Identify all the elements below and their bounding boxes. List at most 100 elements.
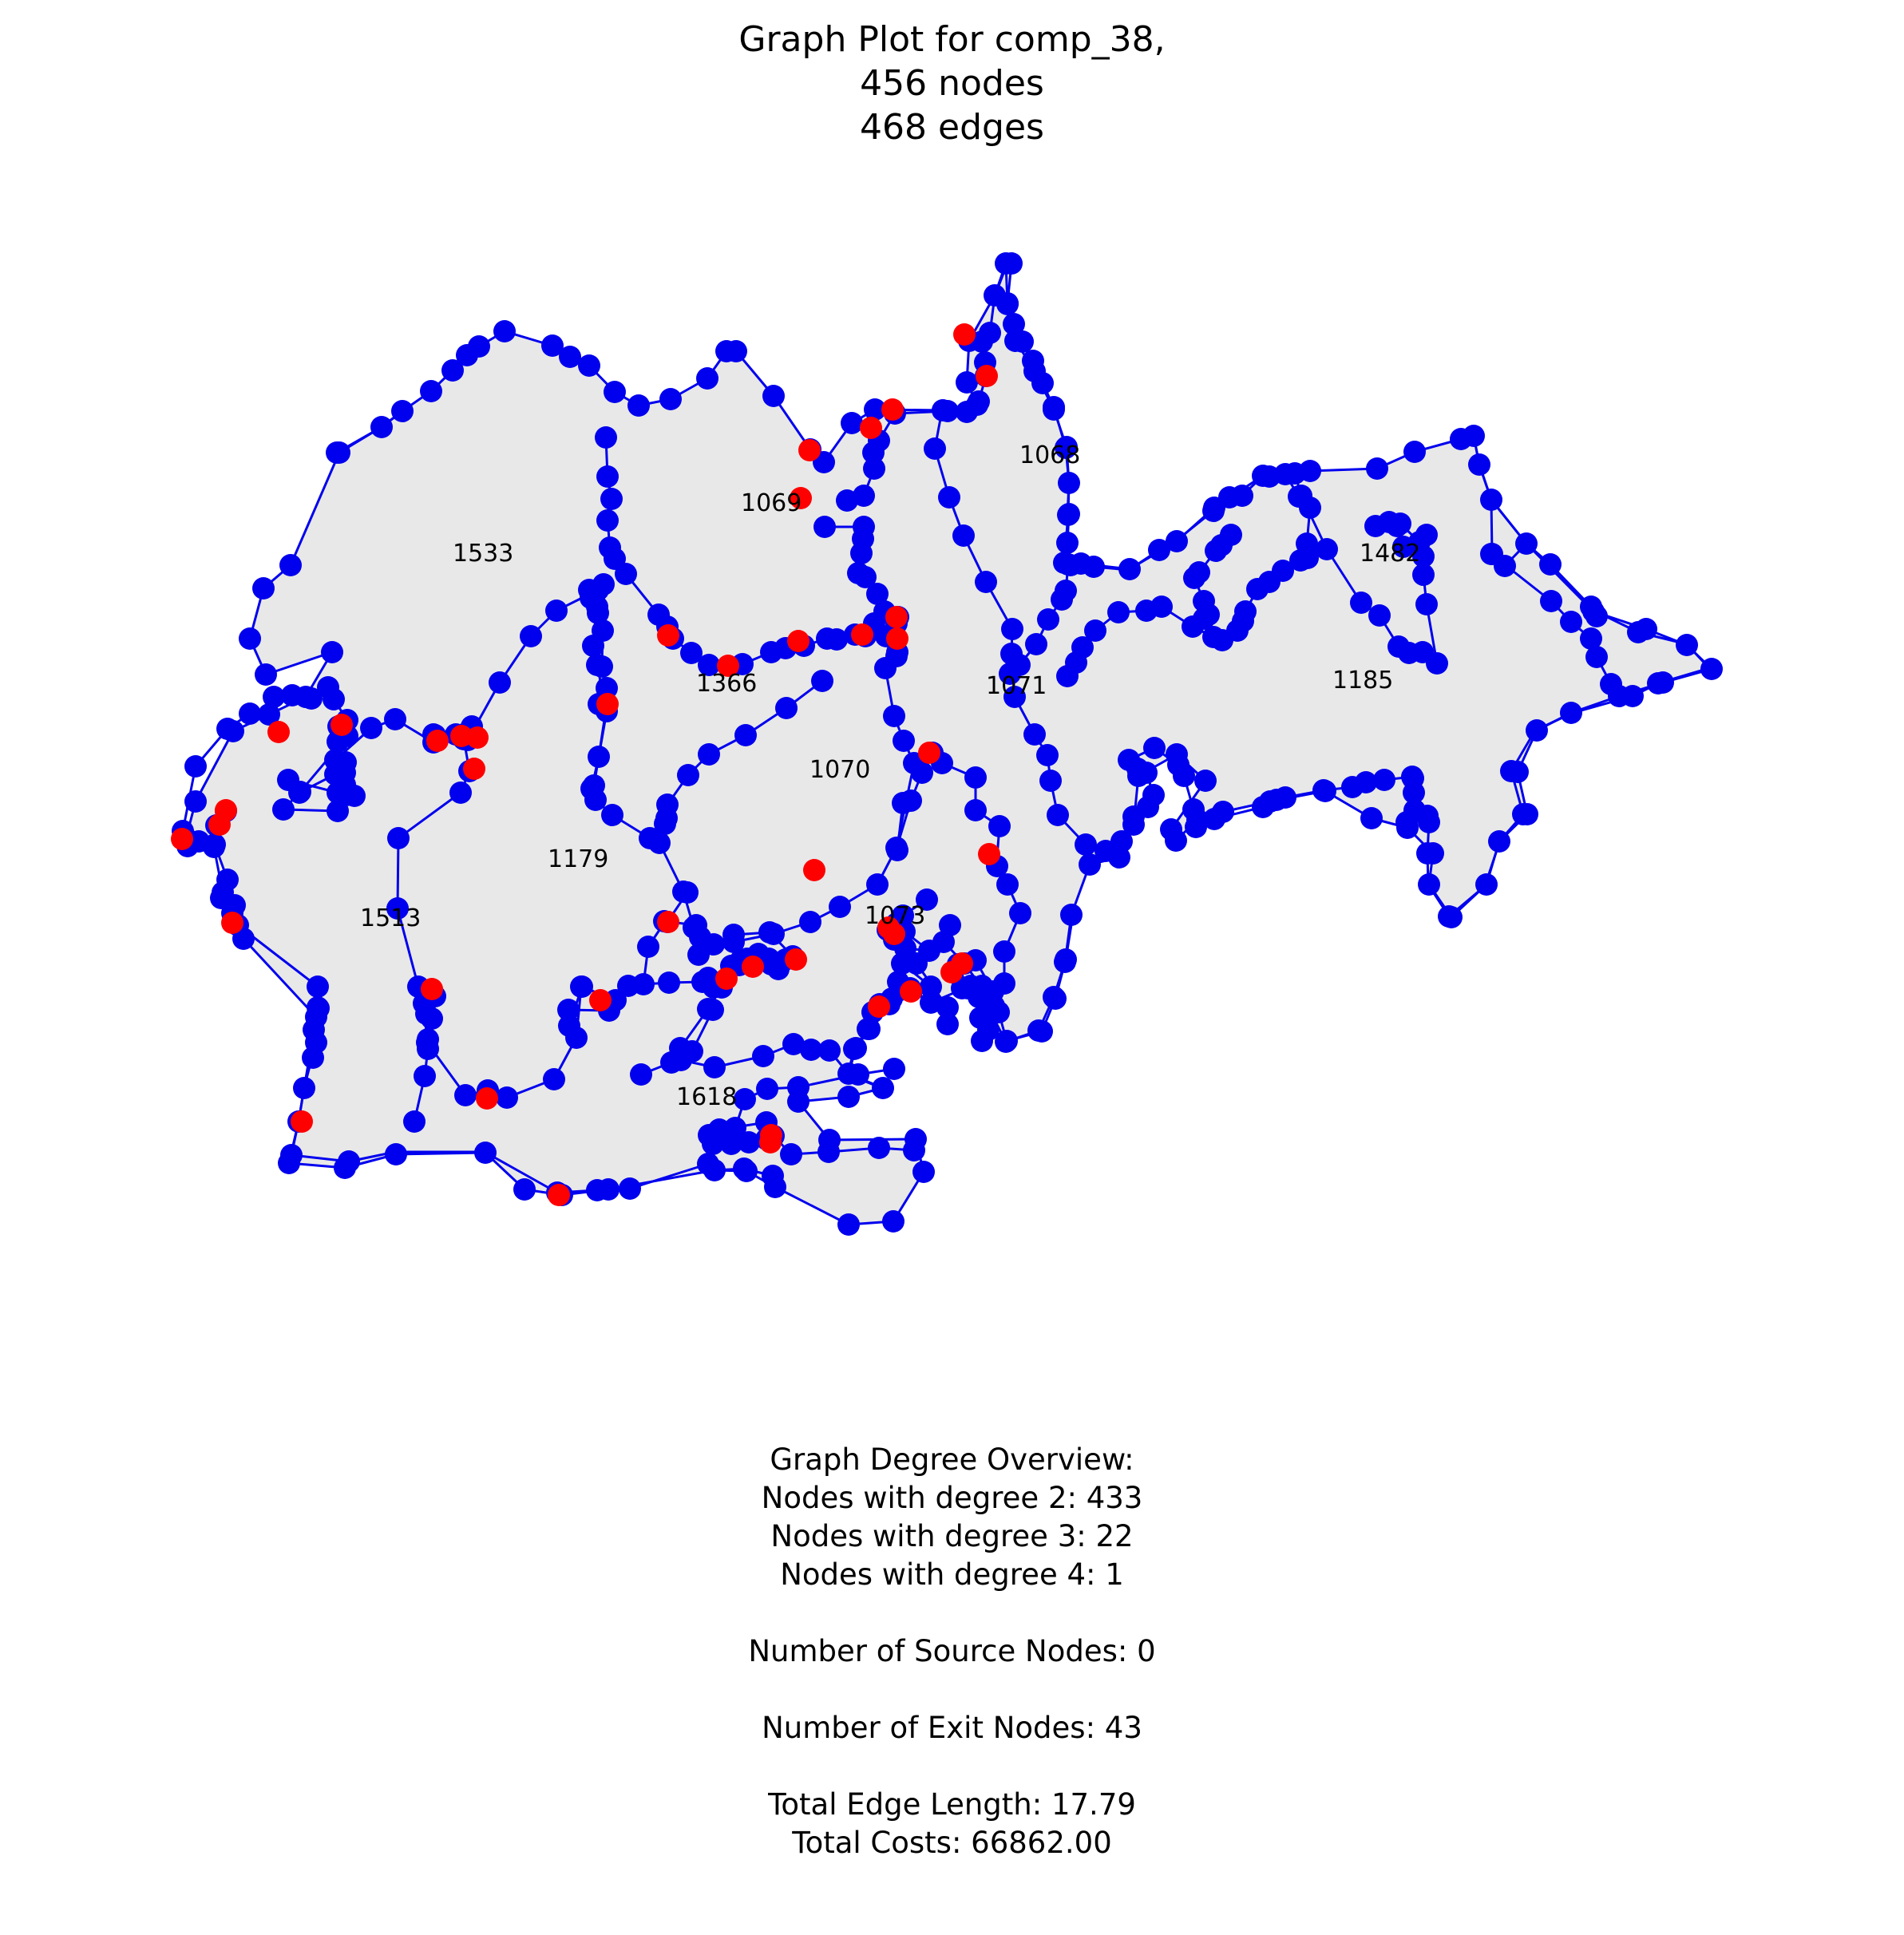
graph-node — [216, 718, 239, 740]
graph-node — [1044, 987, 1067, 1010]
graph-node — [863, 457, 885, 480]
graph-node — [911, 762, 933, 784]
graph-node — [1142, 784, 1165, 806]
graph-node — [1055, 437, 1077, 459]
graph-node — [956, 371, 978, 394]
exit-node — [951, 952, 973, 975]
graph-node — [474, 1142, 497, 1164]
graph-node — [559, 346, 581, 368]
graph-node — [951, 977, 973, 999]
graph-node — [1415, 524, 1438, 546]
graph-node — [239, 702, 261, 725]
graph-node — [1202, 626, 1225, 648]
graph-node — [658, 971, 680, 994]
exit-node — [860, 417, 882, 439]
graph-node — [1368, 604, 1391, 627]
graph-node — [707, 1123, 729, 1146]
graph-node — [817, 1141, 840, 1163]
graph-node — [975, 571, 997, 593]
graph-node — [1426, 652, 1448, 675]
graph-node — [1166, 530, 1188, 552]
graph-node — [1079, 853, 1101, 876]
graph-node — [993, 940, 1015, 963]
graph-node — [1412, 564, 1435, 586]
graph-node — [698, 654, 720, 676]
graph-node — [1193, 607, 1215, 630]
graph-node — [1392, 536, 1415, 558]
graph-node — [338, 1150, 360, 1173]
graph-node — [1059, 554, 1082, 576]
stats-spacer — [0, 1671, 1904, 1709]
graph-node — [1037, 608, 1059, 631]
graph-node — [1009, 902, 1031, 924]
graph-node — [1355, 771, 1377, 793]
region-label-1482: 1482 — [1360, 540, 1420, 568]
graph-node — [583, 774, 605, 797]
graph-node — [403, 1110, 426, 1133]
graph-node — [324, 763, 346, 785]
graph-node — [600, 488, 623, 510]
graph-node — [1350, 592, 1372, 614]
graph-node — [1676, 634, 1698, 656]
graph-node — [1194, 770, 1217, 792]
graph-node — [630, 1063, 652, 1086]
graph-node — [1173, 765, 1195, 787]
graph-node — [1148, 539, 1170, 561]
graph-node — [1060, 904, 1083, 926]
graph-node — [565, 1027, 588, 1049]
graph-node — [841, 412, 863, 434]
graph-node — [1118, 558, 1141, 580]
graph-node — [252, 577, 275, 599]
graph-node — [1246, 578, 1269, 600]
graph-node — [916, 888, 938, 911]
graph-node — [685, 914, 707, 936]
graph-node — [1415, 593, 1438, 615]
graph-node — [1364, 515, 1387, 537]
graph-node — [847, 1063, 869, 1086]
exit-node — [787, 630, 809, 652]
graph-node — [1500, 760, 1522, 782]
graph-node — [936, 1013, 959, 1035]
graph-node — [1416, 842, 1439, 865]
graph-node — [1560, 611, 1582, 633]
graph-node — [1403, 441, 1426, 463]
graph-node — [1580, 627, 1602, 650]
graph-node — [1647, 672, 1669, 694]
graph-node — [1025, 633, 1047, 655]
graph-node — [1203, 808, 1225, 830]
graph-node — [866, 583, 889, 605]
graph-node — [800, 1039, 822, 1061]
graph-node — [758, 921, 781, 944]
graph-node — [1084, 619, 1106, 642]
exit-node — [785, 948, 807, 971]
graph-node — [184, 790, 207, 813]
graph-node — [1515, 532, 1538, 555]
graph-node — [1539, 553, 1562, 576]
graph-node — [1011, 330, 1034, 353]
graph-node — [1284, 462, 1306, 485]
region-label-1533: 1533 — [453, 540, 513, 568]
graph-node — [280, 1144, 303, 1166]
graph-node — [1438, 905, 1460, 928]
graph-node — [837, 1086, 860, 1108]
graph-node — [996, 873, 1019, 896]
graph-node — [619, 1177, 641, 1200]
region-label-1073: 1073 — [865, 902, 925, 930]
stats-degree-3: Nodes with degree 3: 22 — [770, 1519, 1134, 1553]
graph-node — [1526, 719, 1548, 742]
region-labels: 1533 1069 1068 1482 1366 1071 1185 1070 … — [360, 441, 1420, 1111]
graph-node — [1366, 457, 1388, 480]
graph-node — [1000, 252, 1023, 275]
graph-node — [541, 334, 564, 357]
graph-node — [370, 416, 393, 438]
graph-node — [883, 705, 905, 727]
graph-node — [780, 1143, 802, 1165]
graph-node — [1118, 749, 1140, 771]
graph-node — [733, 1157, 755, 1180]
exit-node — [267, 721, 290, 743]
graph-node — [696, 367, 718, 390]
graph-node — [969, 1007, 992, 1029]
exit-node — [851, 623, 873, 646]
exit-node — [717, 655, 739, 677]
